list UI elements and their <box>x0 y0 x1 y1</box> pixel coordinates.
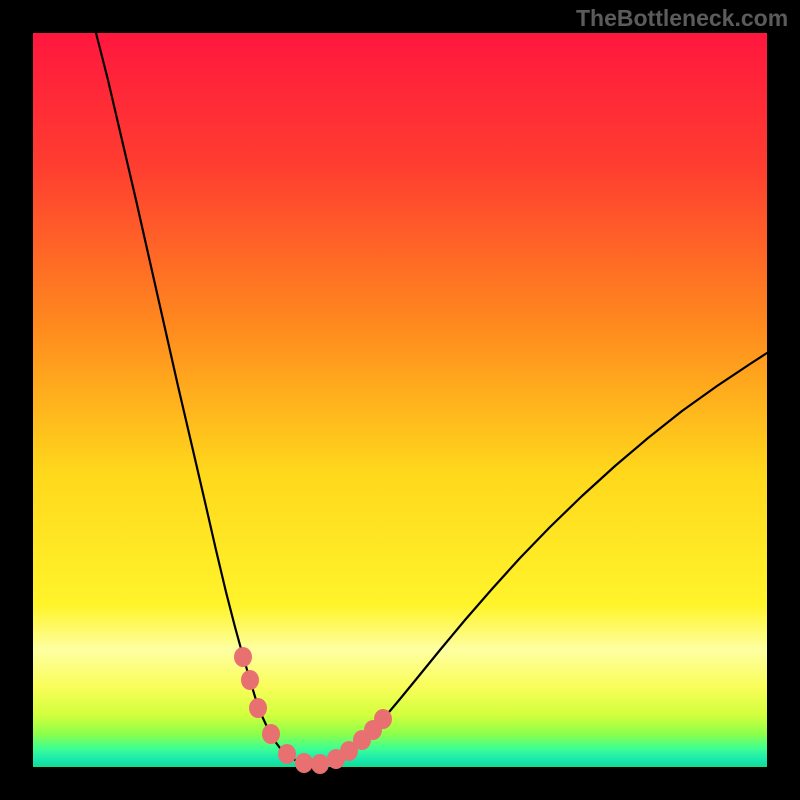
curve-marker <box>311 754 329 774</box>
curve-marker <box>262 724 280 744</box>
watermark-text: TheBottleneck.com <box>576 5 788 32</box>
marker-group <box>234 647 392 774</box>
curve-marker <box>278 744 296 764</box>
curve-marker <box>234 647 252 667</box>
chart-overlay <box>0 0 800 800</box>
bottleneck-curve <box>96 33 767 764</box>
curve-marker <box>295 753 313 773</box>
curve-marker <box>374 709 392 729</box>
curve-marker <box>241 670 259 690</box>
curve-marker <box>249 698 267 718</box>
